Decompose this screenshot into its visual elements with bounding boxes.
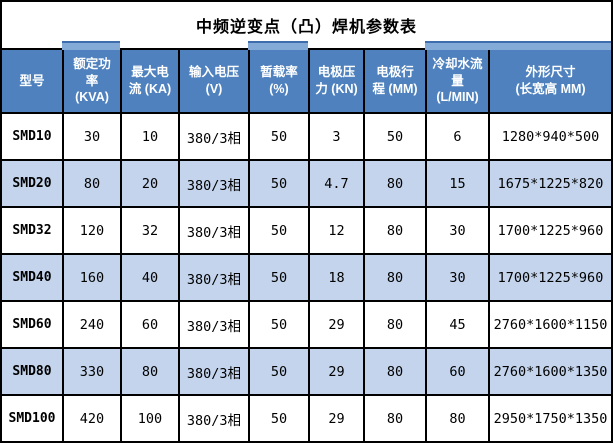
value-cell: 1700*1225*960 — [488, 255, 611, 300]
value-cell: 45 — [425, 302, 488, 347]
value-cell: 10 — [120, 114, 178, 159]
model-cell: SMD80 — [12, 364, 52, 379]
column-header-1: 型号 — [19, 73, 45, 88]
column-header-4: 输入电压 (V) — [178, 50, 248, 112]
value-cell: 15 — [425, 161, 488, 206]
column-header-6: 电极压 力 (KN) — [308, 50, 363, 112]
table-header-row: 型号 额定功 率 (KVA) 最大电 流 (KA) 输入电压 (V) 暂载率 (%) 电极… — [2, 41, 611, 112]
value-cell: 330 — [62, 349, 120, 394]
value-cell: 60 — [120, 302, 178, 347]
value-cell: 80 — [363, 208, 425, 253]
value-cell: 1675*1225*820 — [488, 161, 611, 206]
column-header-3: 最大电 流 (KA) — [120, 50, 178, 112]
value-cell: 50 — [248, 208, 308, 253]
value-cell: 240 — [62, 302, 120, 347]
value-cell: 3 — [308, 114, 363, 159]
table-row: SMD40 160 40 380/3相 50 18 80 30 1700*1225*960 — [2, 253, 611, 300]
value-cell: 80 — [363, 161, 425, 206]
table-row: SMD32 120 32 380/3相 50 12 80 30 1700*1225*960 — [2, 206, 611, 253]
table-row: SMD100 420 100 380/3相 50 29 80 80 2950*1750*1350 — [2, 394, 611, 441]
column-header-7: 电极行 程 (MM) — [363, 50, 425, 112]
table-title: 中频逆变点（凸）焊机参数表 — [195, 19, 417, 36]
value-cell: 380/3相 — [178, 114, 248, 159]
model-cell: SMD20 — [12, 176, 52, 191]
model-cell: SMD100 — [8, 411, 56, 426]
value-cell: 29 — [308, 302, 363, 347]
value-cell: 50 — [248, 302, 308, 347]
value-cell: 30 — [425, 208, 488, 253]
value-cell: 50 — [363, 114, 425, 159]
value-cell: 50 — [248, 161, 308, 206]
value-cell: 4.7 — [308, 161, 363, 206]
value-cell: 50 — [248, 396, 308, 441]
column-header-5: 暂载率 (%) — [248, 41, 308, 112]
value-cell: 1700*1225*960 — [488, 208, 611, 253]
value-cell: 80 — [363, 255, 425, 300]
value-cell: 1280*940*500 — [488, 114, 611, 159]
value-cell: 20 — [120, 161, 178, 206]
value-cell: 50 — [248, 349, 308, 394]
value-cell: 100 — [120, 396, 178, 441]
value-cell: 420 — [62, 396, 120, 441]
table-row: SMD80 330 80 380/3相 50 29 80 60 2760*1600*1350 — [2, 347, 611, 394]
value-cell: 2950*1750*1350 — [488, 396, 611, 441]
column-header-2: 额定功 率 (KVA) — [62, 41, 120, 112]
value-cell: 380/3相 — [178, 302, 248, 347]
value-cell: 380/3相 — [178, 255, 248, 300]
column-header-9: 外形尺寸 (长宽高 MM) — [488, 41, 611, 112]
value-cell: 60 — [425, 349, 488, 394]
value-cell: 160 — [62, 255, 120, 300]
value-cell: 80 — [363, 302, 425, 347]
value-cell: 380/3相 — [178, 208, 248, 253]
value-cell: 380/3相 — [178, 349, 248, 394]
table-row: SMD10 30 10 380/3相 50 3 50 6 1280*940*500 — [2, 112, 611, 159]
value-cell: 50 — [248, 114, 308, 159]
value-cell: 80 — [425, 396, 488, 441]
table-body: SMD10 30 10 380/3相 50 3 50 6 1280*940*500 SMD20 80… — [2, 112, 611, 441]
table-row: SMD20 80 20 380/3相 50 4.7 80 15 1675*1225*820 — [2, 159, 611, 206]
value-cell: 30 — [62, 114, 120, 159]
value-cell: 2760*1600*1350 — [488, 349, 611, 394]
value-cell: 80 — [363, 349, 425, 394]
value-cell: 80 — [62, 161, 120, 206]
value-cell: 2760*1600*1150 — [488, 302, 611, 347]
value-cell: 380/3相 — [178, 396, 248, 441]
value-cell: 29 — [308, 396, 363, 441]
value-cell: 32 — [120, 208, 178, 253]
value-cell: 29 — [308, 349, 363, 394]
value-cell: 80 — [120, 349, 178, 394]
model-cell: SMD60 — [12, 317, 52, 332]
model-cell: SMD40 — [12, 270, 52, 285]
value-cell: 50 — [248, 255, 308, 300]
column-header-8: 冷却水流 量 (L/MIN) — [425, 41, 488, 112]
value-cell: 80 — [363, 396, 425, 441]
value-cell: 40 — [120, 255, 178, 300]
value-cell: 6 — [425, 114, 488, 159]
model-cell: SMD32 — [12, 223, 52, 238]
table-row: SMD60 240 60 380/3相 50 29 80 45 2760*1600*1150 — [2, 300, 611, 347]
value-cell: 380/3相 — [178, 161, 248, 206]
value-cell: 120 — [62, 208, 120, 253]
model-cell: SMD10 — [12, 129, 52, 144]
value-cell: 18 — [308, 255, 363, 300]
value-cell: 30 — [425, 255, 488, 300]
value-cell: 12 — [308, 208, 363, 253]
